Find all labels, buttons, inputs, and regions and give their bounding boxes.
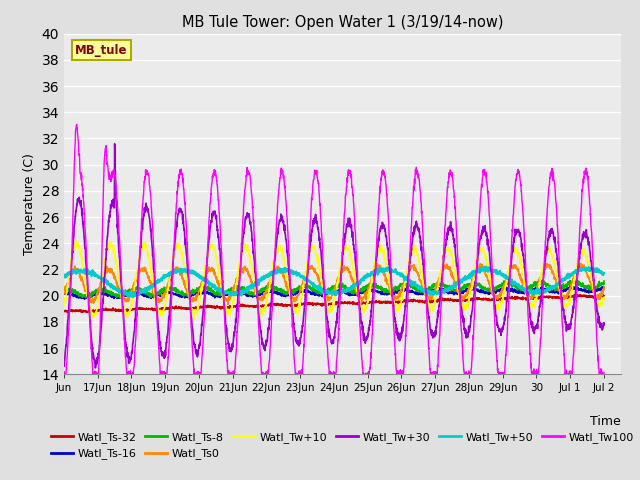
Watl_Tw+50: [593, 268, 600, 274]
Watl_Ts-32: [231, 304, 239, 310]
Watl_Ts-32: [600, 293, 608, 299]
Watl_Tw+50: [527, 291, 535, 297]
Watl_Tw+10: [190, 316, 198, 322]
Watl_Tw100: [367, 350, 374, 356]
Watl_Tw100: [593, 335, 600, 341]
Watl_Ts-16: [115, 294, 122, 300]
Watl_Ts-8: [497, 282, 504, 288]
Watl_Ts0: [114, 284, 122, 289]
Watl_Tw+30: [527, 319, 535, 324]
Watl_Ts0: [373, 261, 381, 266]
Watl_Tw+30: [115, 240, 122, 246]
Watl_Ts0: [367, 282, 374, 288]
Watl_Tw+50: [600, 270, 608, 276]
Line: Watl_Tw100: Watl_Tw100: [64, 124, 604, 380]
Watl_Tw+10: [367, 283, 374, 289]
Watl_Tw+50: [367, 273, 374, 278]
Watl_Ts-8: [367, 283, 374, 289]
Watl_Ts0: [60, 291, 68, 297]
Watl_Tw+30: [60, 357, 68, 362]
Legend: Watl_Ts-32, Watl_Ts-16, Watl_Ts-8, Watl_Ts0, Watl_Tw+10, Watl_Tw+30, Watl_Tw+50,: Watl_Ts-32, Watl_Ts-16, Watl_Ts-8, Watl_…: [46, 428, 639, 464]
Watl_Ts-8: [231, 285, 239, 291]
Watl_Ts-8: [527, 285, 535, 291]
Line: Watl_Tw+50: Watl_Tw+50: [64, 266, 604, 297]
Watl_Ts0: [497, 293, 504, 299]
Title: MB Tule Tower: Open Water 1 (3/19/14-now): MB Tule Tower: Open Water 1 (3/19/14-now…: [182, 15, 503, 30]
Watl_Tw+10: [527, 301, 535, 307]
Watl_Ts-32: [497, 296, 504, 301]
Watl_Tw100: [73, 121, 81, 127]
Watl_Tw100: [60, 369, 68, 374]
Watl_Tw+10: [60, 301, 68, 307]
Watl_Tw+50: [497, 270, 504, 276]
Watl_Ts0: [593, 294, 600, 300]
Watl_Tw100: [497, 370, 504, 375]
Watl_Ts-16: [60, 289, 68, 295]
Watl_Tw+30: [92, 365, 99, 371]
Watl_Tw+30: [497, 328, 504, 334]
Watl_Ts-8: [593, 284, 600, 289]
Watl_Ts-32: [527, 295, 535, 300]
Watl_Tw100: [527, 366, 535, 372]
Watl_Tw+30: [367, 313, 374, 319]
Watl_Tw+50: [60, 272, 68, 278]
Watl_Tw+10: [72, 238, 80, 244]
Watl_Ts-16: [527, 288, 535, 294]
Line: Watl_Ts0: Watl_Ts0: [64, 264, 604, 304]
Watl_Tw100: [90, 377, 98, 383]
Watl_Ts-8: [114, 291, 122, 297]
Line: Watl_Ts-8: Watl_Ts-8: [64, 281, 604, 298]
Watl_Tw+50: [231, 289, 239, 295]
Watl_Tw+50: [114, 288, 122, 293]
Watl_Ts0: [527, 295, 535, 301]
Watl_Ts-32: [367, 300, 374, 305]
Watl_Ts-16: [599, 284, 607, 290]
Watl_Ts-8: [600, 278, 608, 284]
Watl_Ts0: [600, 284, 608, 290]
Line: Watl_Ts-16: Watl_Ts-16: [64, 287, 604, 299]
Watl_Tw100: [231, 365, 239, 371]
Watl_Ts-8: [537, 278, 545, 284]
Watl_Ts-32: [60, 308, 68, 314]
Watl_Tw+30: [593, 302, 600, 308]
Watl_Ts-32: [77, 310, 85, 315]
Watl_Tw+30: [111, 141, 118, 147]
Watl_Ts-8: [60, 287, 68, 293]
Watl_Ts-16: [600, 285, 608, 290]
Watl_Tw+10: [593, 300, 600, 305]
Watl_Ts-16: [593, 288, 600, 293]
Line: Watl_Tw+10: Watl_Tw+10: [64, 241, 604, 319]
Watl_Ts-8: [117, 295, 125, 301]
Watl_Ts-16: [367, 287, 374, 293]
Watl_Tw+10: [497, 300, 504, 305]
Watl_Tw+50: [129, 294, 137, 300]
Watl_Tw+10: [231, 292, 239, 298]
Watl_Tw+30: [231, 328, 239, 334]
Y-axis label: Temperature (C): Temperature (C): [23, 153, 36, 255]
Watl_Tw+10: [600, 295, 608, 301]
Watl_Tw+50: [481, 264, 488, 269]
Line: Watl_Ts-32: Watl_Ts-32: [64, 295, 604, 312]
Watl_Ts-16: [497, 287, 504, 293]
Watl_Ts0: [224, 301, 232, 307]
Watl_Tw+10: [115, 273, 122, 278]
Watl_Tw100: [600, 370, 608, 375]
Watl_Tw+30: [600, 320, 608, 326]
Text: MB_tule: MB_tule: [75, 44, 127, 57]
Watl_Ts0: [231, 286, 239, 292]
Line: Watl_Tw+30: Watl_Tw+30: [64, 144, 604, 368]
Watl_Ts-32: [574, 292, 582, 298]
Watl_Ts-32: [115, 307, 122, 313]
Text: Time: Time: [590, 415, 621, 428]
Watl_Ts-32: [593, 294, 600, 300]
Watl_Tw100: [115, 219, 122, 225]
Watl_Ts-16: [81, 296, 88, 302]
Watl_Ts-16: [231, 288, 239, 294]
